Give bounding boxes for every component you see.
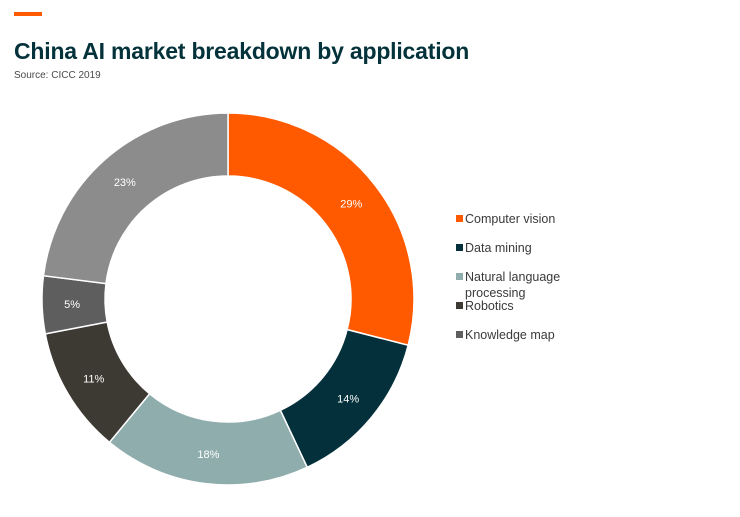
slice-label-data-mining: 14% xyxy=(337,393,359,405)
slice-label-knowledge-map: 5% xyxy=(64,299,80,311)
donut-slices xyxy=(41,112,415,486)
legend-swatch xyxy=(456,273,463,280)
chart-title: China AI market breakdown by application xyxy=(14,38,470,64)
slice-label-robotics: 11% xyxy=(83,373,104,385)
legend-swatch xyxy=(456,302,463,309)
slice-label-natural-language-processing: 18% xyxy=(197,449,219,461)
legend-label: Computer vision xyxy=(465,212,555,226)
slice-label-other: 23% xyxy=(114,177,136,189)
chart-source: Source: CICC 2019 xyxy=(14,70,101,81)
slice-other xyxy=(42,112,229,285)
legend-swatch xyxy=(456,331,463,338)
chart-legend: Computer vision Data mining Natural langua… xyxy=(456,212,560,342)
legend-swatch xyxy=(456,244,463,251)
slice-labels: 29% 14% 18% 11% 5% 23% xyxy=(64,177,362,461)
legend-label: Knowledge map xyxy=(465,328,555,342)
legend-label: Robotics xyxy=(465,299,514,313)
legend-item-knowledge-map: Knowledge map xyxy=(456,328,555,342)
legend-swatch xyxy=(456,215,463,222)
legend-item-data-mining: Data mining xyxy=(456,241,532,255)
legend-label: Natural language processing xyxy=(465,270,560,300)
slice-computer-vision xyxy=(227,112,415,347)
legend-item-computer-vision: Computer vision xyxy=(456,212,555,226)
legend-item-robotics: Robotics xyxy=(456,299,514,313)
legend-item-natural-language-processing: Natural language processing xyxy=(456,270,560,300)
accent-bar xyxy=(14,12,42,16)
legend-label: Data mining xyxy=(465,241,532,255)
slice-label-computer-vision: 29% xyxy=(340,198,362,210)
